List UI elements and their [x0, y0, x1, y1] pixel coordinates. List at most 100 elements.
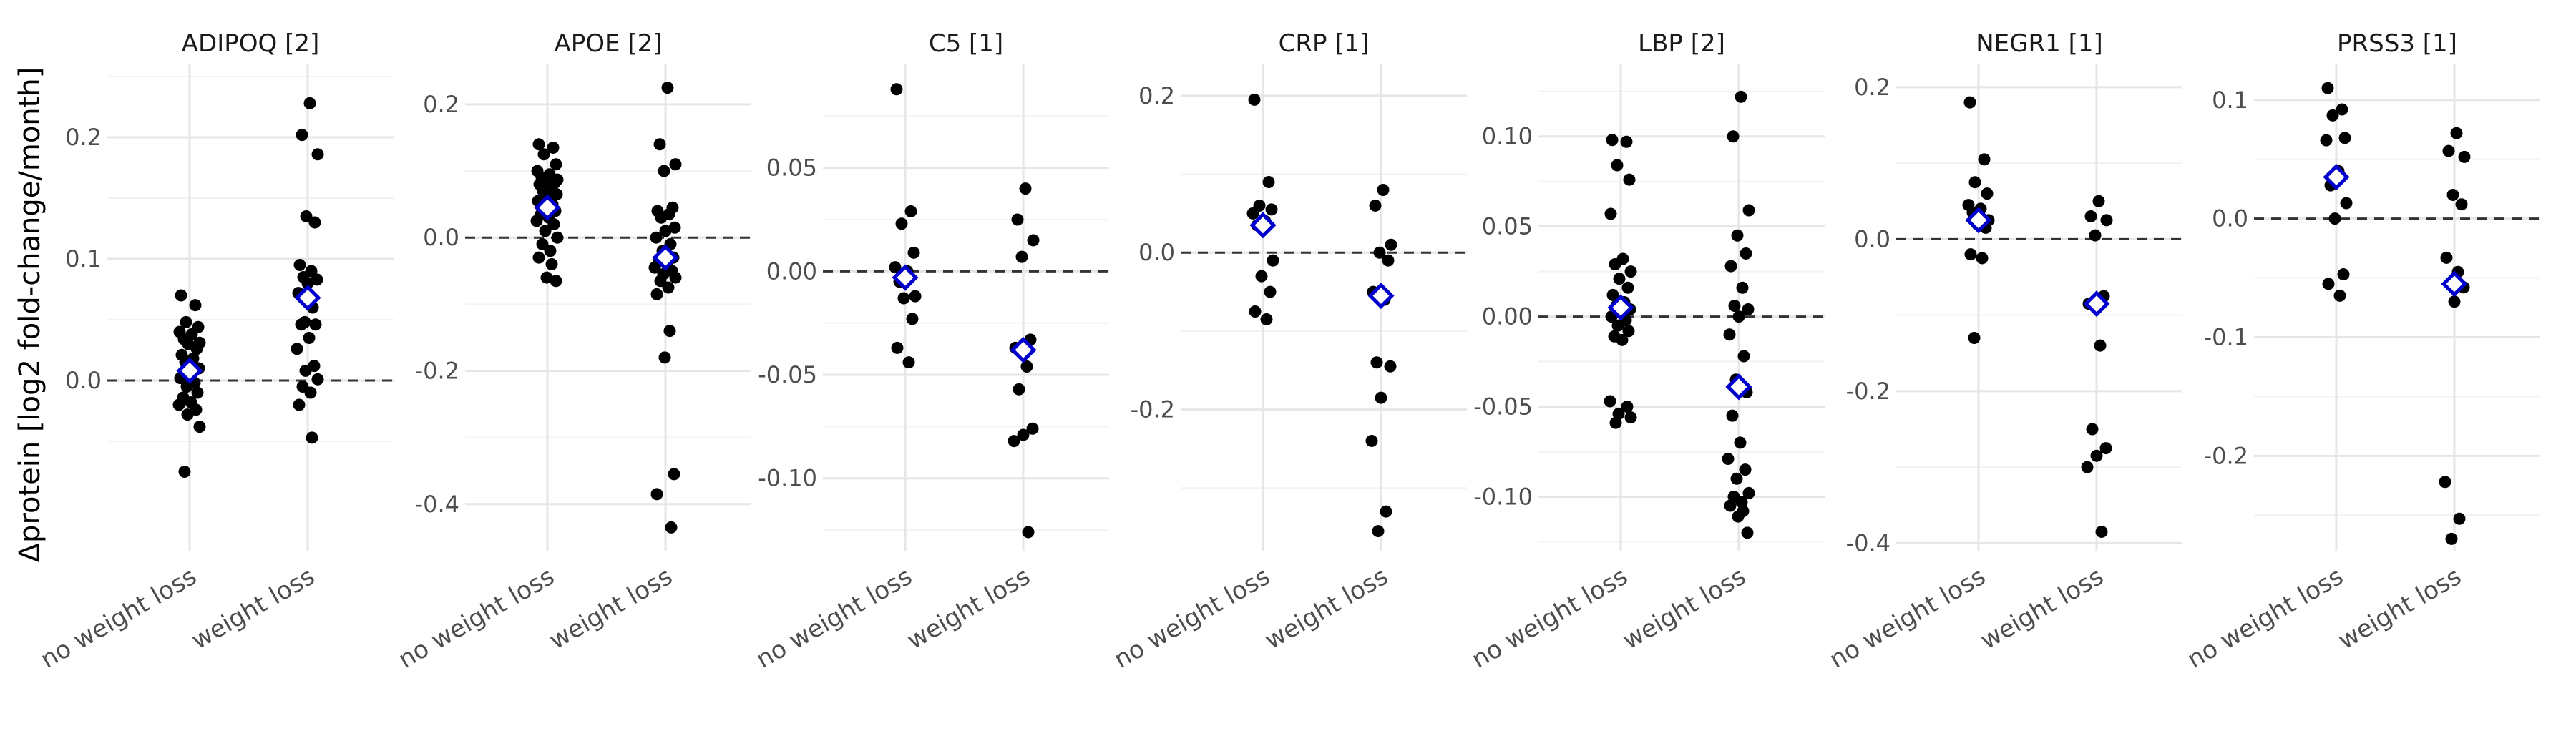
- data-point: [2084, 210, 2097, 222]
- data-point: [304, 386, 317, 399]
- data-point: [301, 277, 314, 290]
- data-point: [661, 82, 674, 94]
- y-tick-label: -0.2: [2204, 442, 2248, 469]
- data-point: [1739, 463, 1752, 476]
- data-point: [897, 292, 910, 305]
- data-point: [1611, 319, 1624, 332]
- data-point: [907, 246, 920, 259]
- y-tick-label: 0.2: [423, 91, 459, 118]
- data-point: [2100, 214, 2113, 227]
- mean-marker: [294, 284, 321, 311]
- data-point: [1731, 229, 1744, 242]
- data-point: [175, 289, 187, 302]
- data-point: [1622, 325, 1635, 338]
- y-tick-label: -0.2: [1846, 378, 1890, 405]
- data-point: [1365, 434, 1378, 447]
- data-point: [540, 271, 553, 284]
- data-point: [1621, 281, 1634, 294]
- y-tick-label: 0.0: [1138, 239, 1175, 266]
- data-point: [306, 431, 318, 444]
- data-point: [1740, 247, 1752, 260]
- data-point: [191, 386, 204, 399]
- data-point: [2439, 476, 2451, 489]
- y-tick-label: 0.2: [1854, 74, 1890, 101]
- y-tick-label: 0.1: [65, 245, 102, 273]
- y-tick-label: -0.2: [1131, 396, 1175, 423]
- data-point: [291, 343, 303, 355]
- data-point: [1742, 486, 1755, 499]
- data-point: [1978, 153, 1991, 166]
- data-point: [1373, 246, 1386, 259]
- data-point: [1384, 360, 1397, 373]
- data-point: [2333, 289, 2346, 302]
- data-point: [655, 211, 668, 224]
- y-tick-label: 0.00: [766, 257, 817, 285]
- mean-marker: [1367, 283, 1395, 310]
- data-point: [890, 83, 903, 96]
- data-point: [181, 408, 194, 421]
- y-tick-label: 0.00: [1482, 303, 1533, 330]
- data-point: [1724, 260, 1737, 273]
- data-point: [1613, 273, 1626, 285]
- mean-marker: [2323, 164, 2350, 191]
- data-point: [1976, 252, 1989, 265]
- data-point: [178, 466, 191, 478]
- data-point: [1008, 435, 1020, 448]
- data-point: [658, 165, 670, 177]
- data-point: [1968, 332, 1981, 344]
- data-point: [1264, 285, 1277, 298]
- data-point: [189, 299, 202, 312]
- mean-marker: [534, 194, 561, 221]
- data-point: [539, 225, 552, 237]
- data-point: [1742, 204, 1755, 217]
- y-tick-label: 0.2: [65, 124, 102, 151]
- y-tick-label: 0.1: [2212, 87, 2248, 114]
- data-point: [2321, 82, 2334, 94]
- data-point: [1372, 525, 1385, 538]
- data-point: [1370, 356, 1383, 369]
- data-point: [1623, 173, 1636, 186]
- data-point: [1246, 207, 1259, 220]
- data-point: [1027, 234, 1040, 247]
- data-point: [648, 261, 661, 274]
- data-point: [530, 215, 543, 227]
- data-point: [1621, 401, 1634, 413]
- data-point: [1742, 303, 1755, 316]
- data-point: [299, 364, 312, 377]
- data-point: [1736, 281, 1749, 294]
- y-tick-label: -0.05: [1473, 393, 1533, 421]
- data-point: [550, 275, 562, 288]
- data-point: [1734, 436, 1747, 449]
- data-point: [2081, 461, 2094, 473]
- data-point: [650, 288, 663, 300]
- data-point: [293, 398, 306, 411]
- data-point: [1015, 250, 1028, 263]
- y-tick-label: -0.1: [2204, 323, 2248, 350]
- data-point: [895, 217, 908, 230]
- data-point: [309, 318, 322, 331]
- facet-title: C5 [1]: [929, 29, 1003, 58]
- data-point: [1369, 199, 1382, 212]
- data-point: [1606, 134, 1619, 147]
- data-point: [668, 468, 680, 481]
- data-point: [2442, 144, 2455, 157]
- data-point: [1013, 383, 1025, 396]
- data-point: [1385, 238, 1397, 251]
- data-point: [1732, 510, 1745, 523]
- data-point: [1011, 213, 1024, 226]
- data-point: [1249, 305, 1262, 318]
- data-point: [1624, 265, 1637, 278]
- mean-marker: [1607, 294, 1634, 321]
- data-point: [2095, 525, 2108, 538]
- data-point: [1026, 422, 1039, 435]
- data-point: [1741, 526, 1754, 539]
- data-point: [2326, 109, 2339, 122]
- facet-title: APOE [2]: [555, 29, 663, 58]
- y-tick-label: -0.2: [415, 357, 459, 384]
- data-point: [190, 343, 203, 355]
- y-tick-label: -0.10: [758, 465, 817, 492]
- y-tick-label: 0.0: [2212, 205, 2248, 232]
- data-point: [658, 351, 671, 364]
